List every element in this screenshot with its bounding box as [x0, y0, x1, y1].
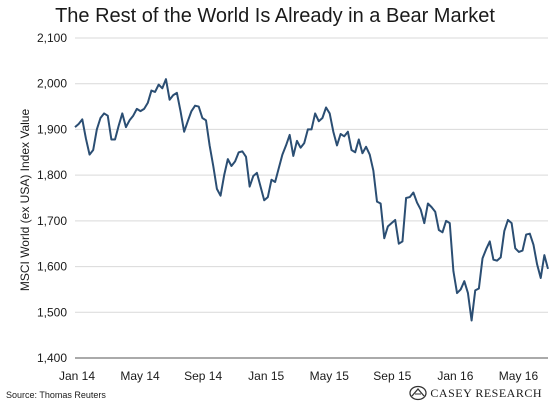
y-tick-label: 1,400 [37, 351, 67, 365]
x-tick-label: Sep 14 [184, 369, 222, 383]
logo-text: CASEY RESEARCH [430, 385, 542, 400]
logo: CASEY RESEARCH [409, 385, 542, 401]
y-tick-label: 1,800 [37, 168, 67, 182]
x-tick-labels: Jan 14 May 14 Sep 14 Jan 15 May 15 Sep 15 Jan … [59, 369, 538, 383]
y-tick-label: 1,600 [37, 260, 67, 274]
y-tick-label: 2,000 [37, 77, 67, 91]
y-tick-label: 1,500 [37, 305, 67, 319]
casey-research-emblem-icon [409, 385, 428, 401]
source-note: Source: Thomas Reuters [6, 390, 106, 400]
series-layer [74, 78, 549, 322]
x-tick-label: May 16 [499, 369, 539, 383]
series-line [74, 78, 549, 322]
x-tick-label: Jan 16 [437, 369, 473, 383]
y-axis-label: MSCI World (ex USA) Index Value [18, 109, 32, 292]
y-tick-label: 2,100 [37, 31, 67, 45]
x-tick-label: Jan 15 [248, 369, 284, 383]
x-tick-label: Jan 14 [59, 369, 95, 383]
y-tick-label: 1,700 [37, 214, 67, 228]
x-tick-label: Sep 15 [373, 369, 411, 383]
grid-lines [75, 37, 548, 313]
chart-title: The Rest of the World Is Already in a Be… [55, 5, 495, 27]
x-tick-label: May 15 [310, 369, 350, 383]
y-tick-labels: 1,400 1,500 1,600 1,700 1,800 1,900 2,000 2,100 [37, 31, 67, 365]
y-tick-label: 1,900 [37, 122, 67, 136]
x-tick-label: May 14 [120, 369, 160, 383]
